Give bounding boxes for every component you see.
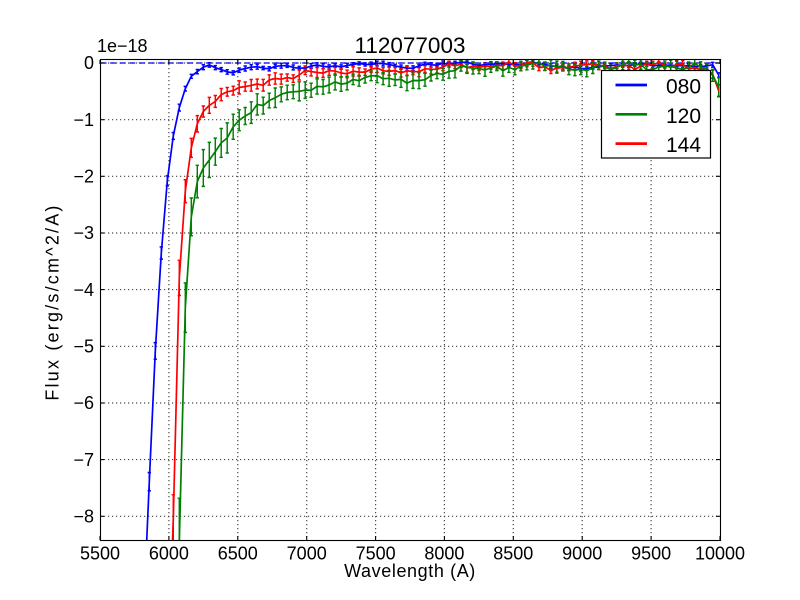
svg-text:9500: 9500	[631, 544, 671, 564]
svg-text:112077003: 112077003	[355, 33, 466, 58]
svg-text:5500: 5500	[80, 544, 120, 564]
svg-text:−4: −4	[73, 280, 94, 300]
svg-text:080: 080	[666, 76, 701, 99]
svg-text:−3: −3	[73, 223, 94, 243]
svg-text:1e−18: 1e−18	[97, 36, 148, 56]
svg-text:8500: 8500	[493, 544, 533, 564]
svg-text:7500: 7500	[356, 544, 396, 564]
svg-text:144: 144	[666, 134, 701, 157]
svg-text:−8: −8	[73, 507, 94, 527]
svg-text:−7: −7	[73, 450, 94, 470]
svg-text:−2: −2	[73, 167, 94, 187]
svg-text:6000: 6000	[149, 544, 189, 564]
svg-text:0: 0	[84, 53, 94, 73]
svg-text:−5: −5	[73, 337, 94, 357]
svg-text:Flux (erg/s/cm^2/A): Flux (erg/s/cm^2/A)	[43, 203, 63, 400]
svg-text:10000: 10000	[695, 544, 745, 564]
svg-text:9000: 9000	[562, 544, 602, 564]
svg-text:6500: 6500	[218, 544, 258, 564]
svg-text:−1: −1	[73, 110, 94, 130]
svg-text:−6: −6	[73, 393, 94, 413]
svg-text:120: 120	[666, 105, 701, 128]
svg-text:Wavelength (A): Wavelength (A)	[344, 561, 476, 581]
svg-text:7000: 7000	[287, 544, 327, 564]
svg-text:8000: 8000	[424, 544, 464, 564]
